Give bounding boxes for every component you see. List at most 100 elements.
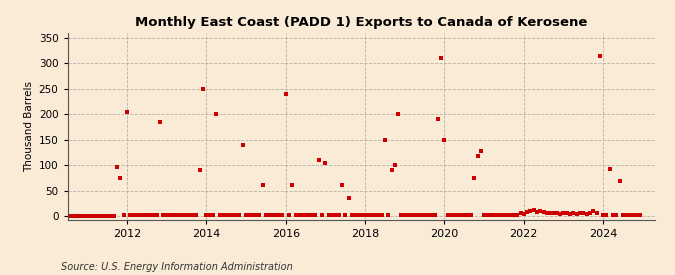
Point [82, 214, 92, 218]
Point [304, 213, 315, 217]
Point [132, 213, 142, 217]
Point [280, 92, 291, 96]
Point [158, 213, 169, 217]
Point [297, 213, 308, 217]
Point [538, 210, 549, 214]
Point [95, 214, 106, 218]
Point [393, 112, 404, 117]
Point [416, 213, 427, 217]
Point [271, 213, 281, 217]
Point [598, 213, 609, 217]
Point [604, 167, 615, 171]
Y-axis label: Thousand Barrels: Thousand Barrels [24, 81, 34, 172]
Point [208, 213, 219, 217]
Point [601, 213, 612, 217]
Point [485, 213, 496, 217]
Point [234, 213, 245, 217]
Point [88, 214, 99, 218]
Point [79, 214, 90, 218]
Point [257, 183, 268, 188]
Point [261, 213, 271, 217]
Point [333, 213, 344, 217]
Point [611, 213, 622, 217]
Point [376, 213, 387, 217]
Point [227, 213, 238, 217]
Point [508, 213, 519, 217]
Point [184, 213, 195, 217]
Point [205, 213, 215, 217]
Point [178, 213, 188, 217]
Point [138, 213, 149, 217]
Point [356, 213, 367, 217]
Point [115, 176, 126, 180]
Point [409, 213, 420, 217]
Point [442, 213, 453, 217]
Point [466, 213, 477, 217]
Point [529, 208, 539, 212]
Point [214, 213, 225, 217]
Point [614, 179, 625, 184]
Point [330, 213, 341, 217]
Point [105, 214, 116, 218]
Point [449, 213, 460, 217]
Point [135, 213, 146, 217]
Point [238, 143, 248, 147]
Point [433, 117, 443, 122]
Point [337, 183, 348, 188]
Point [532, 210, 543, 214]
Point [201, 213, 212, 217]
Point [241, 213, 252, 217]
Point [224, 213, 235, 217]
Point [439, 138, 450, 142]
Point [400, 213, 410, 217]
Point [581, 212, 592, 217]
Point [254, 213, 265, 217]
Point [327, 213, 338, 217]
Point [313, 158, 324, 162]
Point [631, 213, 642, 217]
Point [475, 149, 486, 154]
Point [353, 213, 364, 217]
Point [492, 213, 503, 217]
Point [350, 213, 360, 217]
Point [264, 213, 275, 217]
Point [250, 213, 261, 217]
Point [412, 213, 423, 217]
Point [92, 214, 103, 218]
Point [102, 214, 113, 218]
Point [628, 213, 639, 217]
Point [518, 212, 529, 217]
Point [360, 213, 371, 217]
Point [300, 213, 311, 217]
Text: Source: U.S. Energy Information Administration: Source: U.S. Energy Information Administ… [61, 262, 292, 272]
Point [65, 214, 76, 218]
Point [489, 213, 500, 217]
Point [155, 120, 165, 124]
Point [565, 212, 576, 217]
Point [323, 213, 334, 217]
Point [389, 163, 400, 167]
Point [99, 214, 109, 218]
Point [459, 213, 470, 217]
Point [294, 213, 304, 217]
Title: Monthly East Coast (PADD 1) Exports to Canada of Kerosene: Monthly East Coast (PADD 1) Exports to C… [135, 16, 587, 29]
Point [472, 154, 483, 159]
Point [568, 211, 578, 216]
Point [287, 183, 298, 188]
Point [522, 210, 533, 214]
Point [452, 213, 463, 217]
Point [541, 211, 552, 216]
Point [525, 209, 536, 213]
Point [624, 213, 635, 217]
Point [585, 211, 595, 216]
Point [111, 164, 122, 169]
Point [165, 213, 176, 217]
Point [122, 109, 132, 114]
Point [171, 213, 182, 217]
Point [436, 56, 447, 60]
Point [505, 213, 516, 217]
Point [367, 213, 377, 217]
Point [191, 213, 202, 217]
Point [512, 213, 522, 217]
Point [128, 213, 139, 217]
